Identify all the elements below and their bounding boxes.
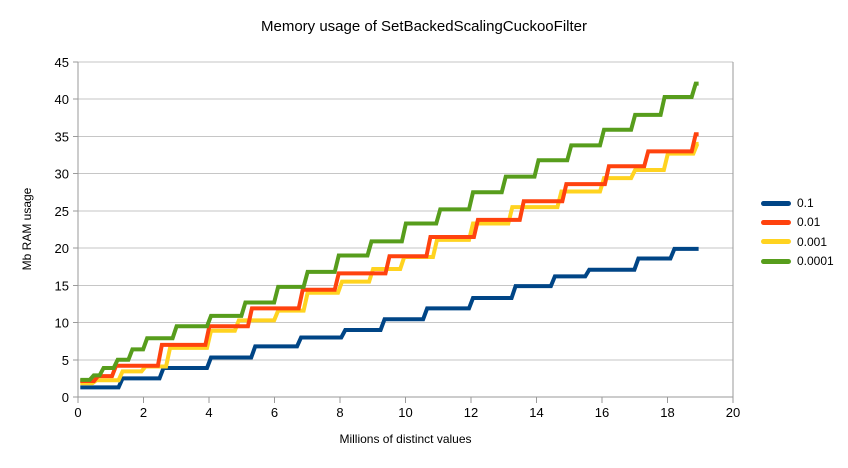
y-tick-label: 0 bbox=[62, 390, 69, 405]
y-tick-label: 5 bbox=[62, 353, 69, 368]
x-tick-label: 14 bbox=[529, 405, 543, 420]
x-tick-label: 6 bbox=[271, 405, 278, 420]
y-tick-label: 35 bbox=[55, 129, 69, 144]
x-tick-label: 20 bbox=[726, 405, 740, 420]
y-tick-label: 45 bbox=[55, 55, 69, 70]
series-line-0.01 bbox=[80, 132, 699, 383]
x-tick-label: 10 bbox=[398, 405, 412, 420]
x-axis-title: Millions of distinct values bbox=[339, 432, 472, 446]
gridlines bbox=[78, 61, 733, 361]
x-tick-label: 12 bbox=[464, 405, 478, 420]
series-line-0.1 bbox=[80, 246, 699, 390]
y-tick-label: 20 bbox=[55, 241, 69, 256]
x-tick-label: 8 bbox=[336, 405, 343, 420]
x-tick-label: 2 bbox=[140, 405, 147, 420]
y-tick-label: 40 bbox=[55, 92, 69, 107]
x-tick-label: 0 bbox=[74, 405, 81, 420]
y-tick-label: 25 bbox=[55, 204, 69, 219]
chart-title: Memory usage of SetBackedScalingCuckooFi… bbox=[261, 18, 587, 35]
x-axis-ticks: 0 2 4 6 8 10 12 14 16 18 20 bbox=[74, 397, 740, 420]
y-tick-label: 15 bbox=[55, 278, 69, 293]
y-tick-label: 30 bbox=[55, 167, 69, 182]
series-line-0.0001 bbox=[80, 81, 699, 382]
x-tick-label: 4 bbox=[205, 405, 212, 420]
x-tick-label: 18 bbox=[660, 405, 674, 420]
y-tick-label: 10 bbox=[55, 316, 69, 331]
x-tick-label: 16 bbox=[595, 405, 609, 420]
y-axis-ticks: 0 5 10 15 20 25 30 35 40 45 bbox=[55, 55, 78, 405]
